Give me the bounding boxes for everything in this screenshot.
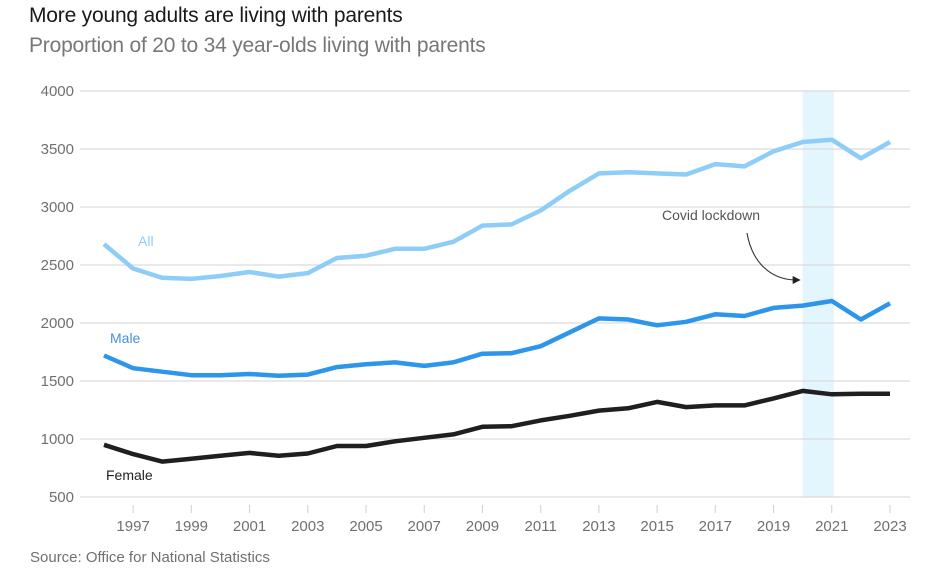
annotation-arrow <box>746 232 795 281</box>
annotations: Covid lockdown <box>662 207 801 284</box>
x-tick-label: 2009 <box>466 518 499 535</box>
x-tick-label: 2001 <box>233 518 266 535</box>
y-tick-label: 2000 <box>41 315 74 332</box>
x-tick-label: 2003 <box>291 518 324 535</box>
highlight-layer <box>802 91 834 497</box>
series-lines <box>102 137 892 464</box>
x-tick-label: 2017 <box>699 518 732 535</box>
x-tick-label: 2007 <box>408 518 441 535</box>
arrowhead-icon <box>792 276 801 284</box>
x-tick-label: 2011 <box>525 518 557 535</box>
x-tick-label: 2015 <box>640 518 673 535</box>
x-tick-label: 2005 <box>349 518 382 535</box>
y-tick-label: 500 <box>49 489 74 506</box>
source-note: Source: Office for National Statistics <box>30 549 270 566</box>
x-tick-label: 2013 <box>582 518 615 535</box>
series-label-all: All <box>138 233 154 249</box>
x-tick-label: 2019 <box>757 518 790 535</box>
series-label-male: Male <box>110 330 141 346</box>
y-tick-label: 3000 <box>41 199 74 216</box>
chart-subtitle: Proportion of 20 to 34 year-olds living … <box>29 34 486 57</box>
gridlines <box>80 90 910 498</box>
series-line-female <box>103 388 890 464</box>
series-line-all <box>102 137 892 282</box>
series-line-male <box>103 298 892 379</box>
y-axis: 4000 3500 3000 2500 2000 1500 1000 500 <box>41 83 74 506</box>
x-tick-label: 1999 <box>175 518 208 535</box>
x-tick-label: 2021 <box>815 518 848 535</box>
x-axis: 1997 1999 2001 2003 2005 2007 2009 2011 2013 2015… <box>116 505 907 535</box>
y-tick-label: 4000 <box>41 83 74 100</box>
y-tick-label: 2500 <box>41 257 74 274</box>
series-label-female: Female <box>106 467 153 483</box>
series-labels: All Male Female <box>106 233 154 483</box>
x-tick-label: 1997 <box>116 518 149 535</box>
covid-lockdown-annotation: Covid lockdown <box>662 207 760 223</box>
y-tick-label: 3500 <box>41 141 74 158</box>
x-tick-label: 2023 <box>873 518 906 535</box>
chart-title: More young adults are living with parent… <box>29 4 403 27</box>
y-tick-label: 1500 <box>41 373 74 390</box>
y-tick-label: 1000 <box>41 431 74 448</box>
covid-lockdown-band <box>802 91 834 497</box>
